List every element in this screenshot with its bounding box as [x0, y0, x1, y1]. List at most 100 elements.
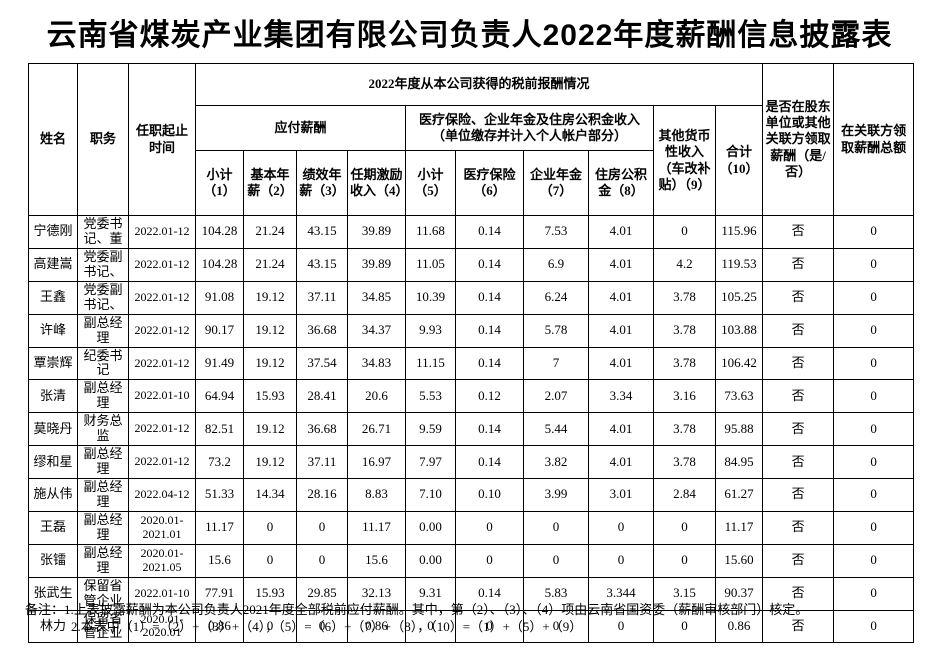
total-cell: 115.96 — [714, 215, 764, 249]
position-cell: 保留省管企业 — [77, 609, 129, 644]
other-income-cell: 0 — [653, 215, 716, 249]
subtotal1-cell: 73.2 — [195, 445, 244, 479]
name-cell: 高建嵩 — [28, 247, 78, 282]
term-cell: 2022.01-10 — [128, 379, 196, 414]
tenure-incentive-cell: 20.6 — [347, 379, 406, 414]
subtotal5-cell: 0.00 — [405, 510, 456, 545]
table-row: 覃崇辉 纪委书记 2022.01-12 91.49 19.12 37.54 34.83 11.… — [28, 346, 915, 381]
medical-insurance-cell: 0.12 — [455, 379, 524, 414]
medical-insurance-cell: 0 — [455, 510, 524, 545]
name-cell: 林力 — [28, 609, 78, 644]
other-income-cell: 3.78 — [653, 412, 716, 447]
table-row: 高建嵩 党委副书记、 2022.01-12 104.28 21.24 43.15 39.89… — [28, 247, 915, 282]
performance-salary-cell: 36.68 — [296, 412, 348, 447]
header-position: 职务 — [77, 63, 129, 216]
table-row: 莫晓丹 财务总监 2022.01-12 82.51 19.12 36.68 26.71 9.5… — [28, 412, 915, 447]
housing-fund-cell: 3.01 — [588, 478, 654, 512]
related-party-amount-cell: 0 — [833, 215, 915, 249]
housing-fund-cell: 3.34 — [588, 379, 654, 414]
subtotal5-cell: 9.59 — [405, 412, 456, 447]
header-performance-salary: 绩效年薪（3） — [296, 150, 348, 216]
subtotal1-cell: 77.91 — [195, 576, 244, 611]
subtotal5-cell: 9.93 — [405, 313, 456, 348]
name-cell: 覃崇辉 — [28, 346, 78, 381]
position-cell: 保留省管企业 — [77, 576, 129, 611]
related-party-flag-cell: 否 — [762, 510, 835, 545]
enterprise-annuity-cell: 3.82 — [523, 445, 589, 479]
performance-salary-cell: 37.11 — [296, 445, 348, 479]
total-cell: 0.86 — [714, 609, 764, 644]
medical-insurance-cell: 0 — [455, 609, 524, 644]
subtotal1-cell: 104.28 — [195, 247, 244, 282]
name-cell: 施从伟 — [28, 478, 78, 512]
performance-salary-cell: 28.41 — [296, 379, 348, 414]
related-party-flag-cell: 否 — [762, 247, 835, 282]
subtotal5-cell: 11.05 — [405, 247, 456, 282]
other-income-cell: 3.78 — [653, 346, 716, 381]
table-row: 张清 副总经理 2022.01-10 64.94 15.93 28.41 20.6 5.53 0… — [28, 379, 915, 414]
base-salary-cell: 0 — [243, 543, 297, 578]
header-subtotal-1: 小计（1） — [195, 150, 244, 216]
subtotal5-cell: 7.10 — [405, 478, 456, 512]
medical-insurance-cell: 0.14 — [455, 313, 524, 348]
medical-insurance-cell: 0.14 — [455, 412, 524, 447]
performance-salary-cell: 43.15 — [296, 215, 348, 249]
header-payable-group: 应付薪酬 — [195, 105, 406, 151]
position-cell: 副总经理 — [77, 510, 129, 545]
name-cell: 宁德刚 — [28, 215, 78, 249]
housing-fund-cell: 4.01 — [588, 215, 654, 249]
position-cell: 党委副书记、 — [77, 280, 129, 315]
base-salary-cell: 0 — [243, 510, 297, 545]
position-cell: 副总经理 — [77, 379, 129, 414]
position-cell: 党委书记、董 — [77, 215, 129, 249]
footnotes: 备注：1.上表披露薪酬为本公司负责人2021年度全部税前应付薪酬。其中，第（2）… — [25, 601, 935, 635]
related-party-amount-cell: 0 — [833, 609, 915, 644]
medical-insurance-cell: 0.14 — [455, 445, 524, 479]
related-party-amount-cell: 0 — [833, 247, 915, 282]
subtotal5-cell: 0 — [405, 609, 456, 644]
table-row: 宁德刚 党委书记、董 2022.01-12 104.28 21.24 43.15 39.89… — [28, 215, 915, 249]
enterprise-annuity-cell: 2.07 — [523, 379, 589, 414]
term-cell: 2022.01-10 — [128, 576, 196, 611]
salary-disclosure-table: 姓名 职务 任职起止时间 2022年度从本公司获得的税前报酬情况 是否在股东单位… — [28, 63, 915, 644]
total-cell: 103.88 — [714, 313, 764, 348]
table-row: 许峰 副总经理 2022.01-12 90.17 19.12 36.68 34.37 9.93… — [28, 313, 915, 348]
performance-salary-cell: 37.11 — [296, 280, 348, 315]
housing-fund-cell: 4.01 — [588, 346, 654, 381]
header-total: 合计（10） — [714, 105, 764, 216]
subtotal1-cell: 90.17 — [195, 313, 244, 348]
enterprise-annuity-cell: 7 — [523, 346, 589, 381]
term-cell: 2022.04-12 — [128, 478, 196, 512]
other-income-cell: 2.84 — [653, 478, 716, 512]
term-cell: 2022.01-12 — [128, 280, 196, 315]
total-cell: 11.17 — [714, 510, 764, 545]
table-row: 缪和星 副总经理 2022.01-12 73.2 19.12 37.11 16.97 7.97… — [28, 445, 915, 479]
total-cell: 61.27 — [714, 478, 764, 512]
base-salary-cell: 15.93 — [243, 379, 297, 414]
name-cell: 莫晓丹 — [28, 412, 78, 447]
header-name: 姓名 — [28, 63, 78, 216]
other-income-cell: 3.78 — [653, 445, 716, 479]
base-salary-cell: 14.34 — [243, 478, 297, 512]
header-related-party-amount: 在关联方领取薪酬总额 — [833, 63, 915, 216]
header-medical-insurance: 医疗保险（6） — [455, 150, 524, 216]
subtotal5-cell: 7.97 — [405, 445, 456, 479]
subtotal5-cell: 9.31 — [405, 576, 456, 611]
name-cell: 许峰 — [28, 313, 78, 348]
subtotal5-cell: 5.53 — [405, 379, 456, 414]
related-party-amount-cell: 0 — [833, 412, 915, 447]
related-party-flag-cell: 否 — [762, 346, 835, 381]
total-cell: 95.88 — [714, 412, 764, 447]
subtotal1-cell: 11.17 — [195, 510, 244, 545]
tenure-incentive-cell: 26.71 — [347, 412, 406, 447]
related-party-flag-cell: 否 — [762, 445, 835, 479]
other-income-cell: 0 — [653, 510, 716, 545]
related-party-amount-cell: 0 — [833, 510, 915, 545]
header-related-party-question: 是否在股东单位或其他关联方领取薪酬（是/否） — [762, 63, 835, 216]
name-cell: 缪和星 — [28, 445, 78, 479]
base-salary-cell: 19.12 — [243, 412, 297, 447]
tenure-incentive-cell: 0.86 — [347, 609, 406, 644]
term-cell: 2022.01-12 — [128, 445, 196, 479]
related-party-flag-cell: 否 — [762, 543, 835, 578]
related-party-flag-cell: 否 — [762, 215, 835, 249]
